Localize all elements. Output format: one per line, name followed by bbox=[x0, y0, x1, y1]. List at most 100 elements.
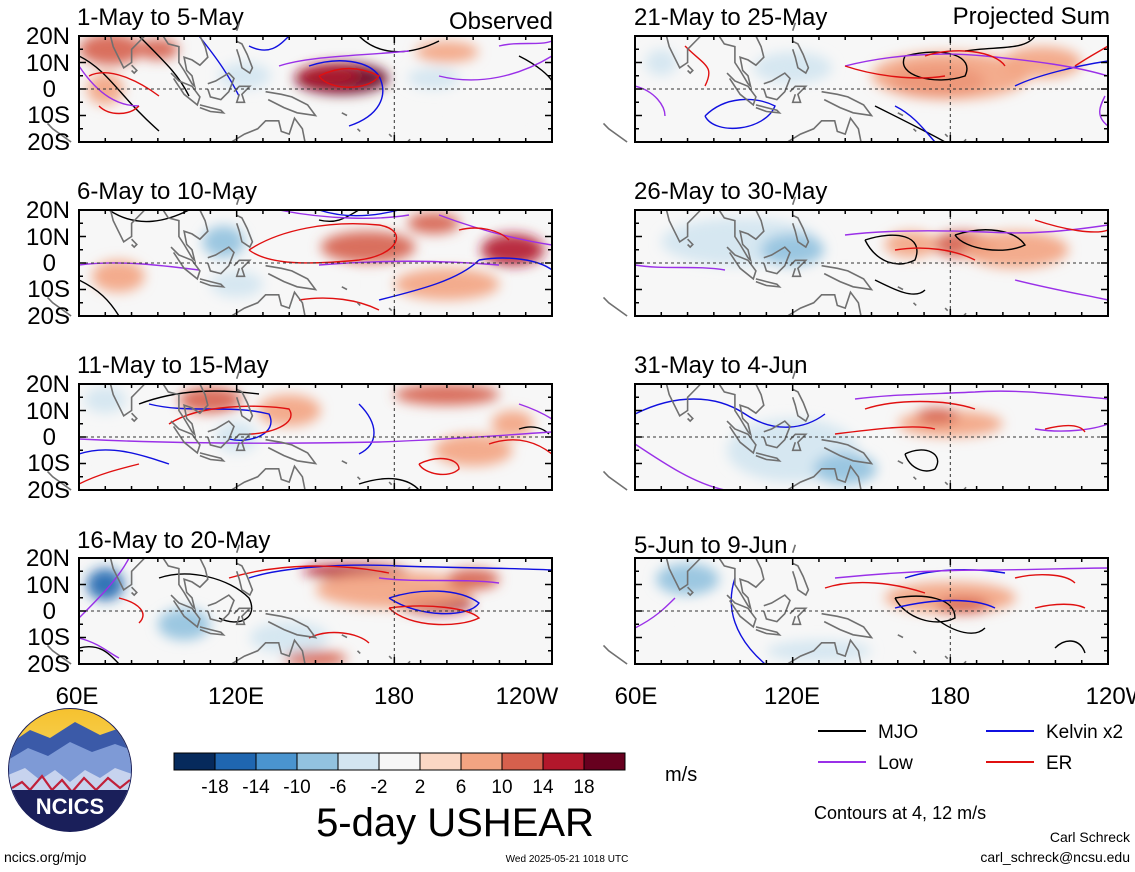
coastline bbox=[235, 370, 241, 379]
coastline bbox=[233, 607, 252, 626]
coastline bbox=[755, 626, 782, 636]
coastline bbox=[791, 22, 797, 31]
coastline bbox=[718, 35, 765, 89]
lat-label: 10S bbox=[27, 276, 70, 303]
lon-labels-right: 60E 120E 180 120W bbox=[615, 683, 1135, 710]
shear-anomaly-blob bbox=[916, 407, 959, 424]
shear-anomaly-blob bbox=[202, 225, 245, 258]
colorbar-swatch bbox=[542, 752, 585, 771]
coastline bbox=[341, 112, 348, 117]
legend-label-kelvin: Kelvin x2 bbox=[1046, 722, 1123, 743]
coastline bbox=[131, 238, 138, 249]
colorbar-tick-label: -18 bbox=[201, 777, 228, 798]
lat-labels-4: 20N 10N 0 10S 20S bbox=[26, 545, 70, 678]
coastline bbox=[602, 122, 628, 143]
coastline bbox=[774, 290, 862, 317]
footer-email: carl_schreck@ncsu.edu bbox=[980, 849, 1130, 865]
coastline bbox=[912, 302, 917, 306]
coastline bbox=[912, 650, 917, 654]
coastline bbox=[665, 557, 702, 591]
coastline bbox=[388, 655, 393, 660]
map-panel-6 bbox=[602, 196, 1109, 317]
map-panel-8 bbox=[602, 544, 1109, 665]
coastline bbox=[897, 286, 904, 291]
coastline bbox=[791, 544, 797, 553]
legend-label-low: Low bbox=[878, 753, 913, 774]
coastline bbox=[944, 481, 949, 486]
colorbar-swatch bbox=[583, 752, 626, 771]
colorbar-swatch bbox=[296, 752, 339, 771]
shear-anomaly-blob bbox=[79, 36, 143, 66]
lat-label: 10N bbox=[26, 398, 70, 425]
coastline bbox=[356, 302, 361, 306]
lat-label: 10N bbox=[26, 572, 70, 599]
shear-anomaly-blob bbox=[645, 49, 678, 76]
coastline bbox=[897, 112, 904, 117]
shear-anomaly-blob bbox=[407, 212, 461, 234]
coastline bbox=[763, 420, 791, 449]
lat-labels-3: 20N 10N 0 10S 20S bbox=[26, 371, 70, 504]
coastline bbox=[791, 40, 810, 75]
shear-anomaly-blob bbox=[320, 231, 416, 263]
colorbar-tick-label: 14 bbox=[532, 777, 554, 798]
lat-label: 0 bbox=[43, 76, 56, 103]
coastline bbox=[207, 72, 235, 101]
coastline bbox=[687, 238, 694, 249]
coastlines bbox=[46, 22, 411, 143]
coastline bbox=[218, 116, 306, 143]
coastlines bbox=[46, 544, 411, 665]
coastline bbox=[162, 557, 209, 611]
coastline bbox=[233, 259, 252, 278]
coastline bbox=[726, 420, 757, 455]
lat-label: 20S bbox=[27, 129, 70, 156]
lat-label: 20S bbox=[27, 303, 70, 330]
coastline bbox=[912, 476, 917, 480]
colorbar-tick-label: 18 bbox=[573, 777, 594, 798]
colorbar-swatch bbox=[255, 752, 298, 771]
coastline bbox=[199, 104, 226, 114]
lat-label: 20N bbox=[26, 197, 70, 224]
lon-label: 120W bbox=[1086, 683, 1135, 710]
colorbar-swatch bbox=[501, 752, 544, 771]
panel-title-4: 16-May to 20-May bbox=[77, 527, 270, 554]
coastline bbox=[791, 562, 810, 597]
coastline bbox=[131, 586, 138, 597]
coastline bbox=[687, 586, 694, 597]
coastline bbox=[687, 64, 694, 75]
coastline bbox=[755, 452, 782, 462]
coastline bbox=[791, 214, 810, 249]
coastline bbox=[235, 388, 254, 423]
coastline bbox=[665, 209, 702, 243]
projected-label: Projected Sum bbox=[953, 3, 1110, 30]
coastline bbox=[235, 40, 254, 75]
coastline bbox=[109, 209, 146, 243]
lat-label: 10N bbox=[26, 224, 70, 251]
coastline bbox=[109, 557, 146, 591]
coastline bbox=[388, 133, 393, 138]
coastline bbox=[235, 214, 254, 249]
coastline bbox=[235, 22, 241, 31]
shear-anomaly-blob bbox=[86, 568, 124, 601]
coastline bbox=[726, 594, 757, 629]
panel-title-2: 6-May to 10-May bbox=[77, 178, 257, 205]
coastline bbox=[109, 383, 146, 417]
contour-lines bbox=[635, 219, 1108, 301]
coastline bbox=[46, 470, 72, 491]
coastline bbox=[199, 626, 226, 636]
coastline bbox=[265, 90, 318, 117]
coastlines bbox=[602, 22, 967, 143]
contour-lines bbox=[79, 558, 552, 664]
colorbar: -18 -14 -10 -6 -2 2 6 10 14 18 bbox=[173, 752, 626, 798]
map-panel-1 bbox=[46, 22, 553, 143]
coastline bbox=[602, 644, 628, 665]
panel-title-5: 21-May to 25-May bbox=[634, 4, 827, 31]
shear-anomaly-blob bbox=[797, 273, 893, 306]
coastline bbox=[718, 383, 765, 437]
shear-anomaly-blob bbox=[283, 650, 348, 664]
colorbar-tick-label: 2 bbox=[415, 777, 426, 798]
colorbar-swatch bbox=[173, 752, 216, 771]
shear-anomaly-blob bbox=[407, 67, 461, 89]
coastline bbox=[170, 72, 201, 107]
coastline bbox=[755, 104, 782, 114]
coastline bbox=[162, 35, 209, 89]
